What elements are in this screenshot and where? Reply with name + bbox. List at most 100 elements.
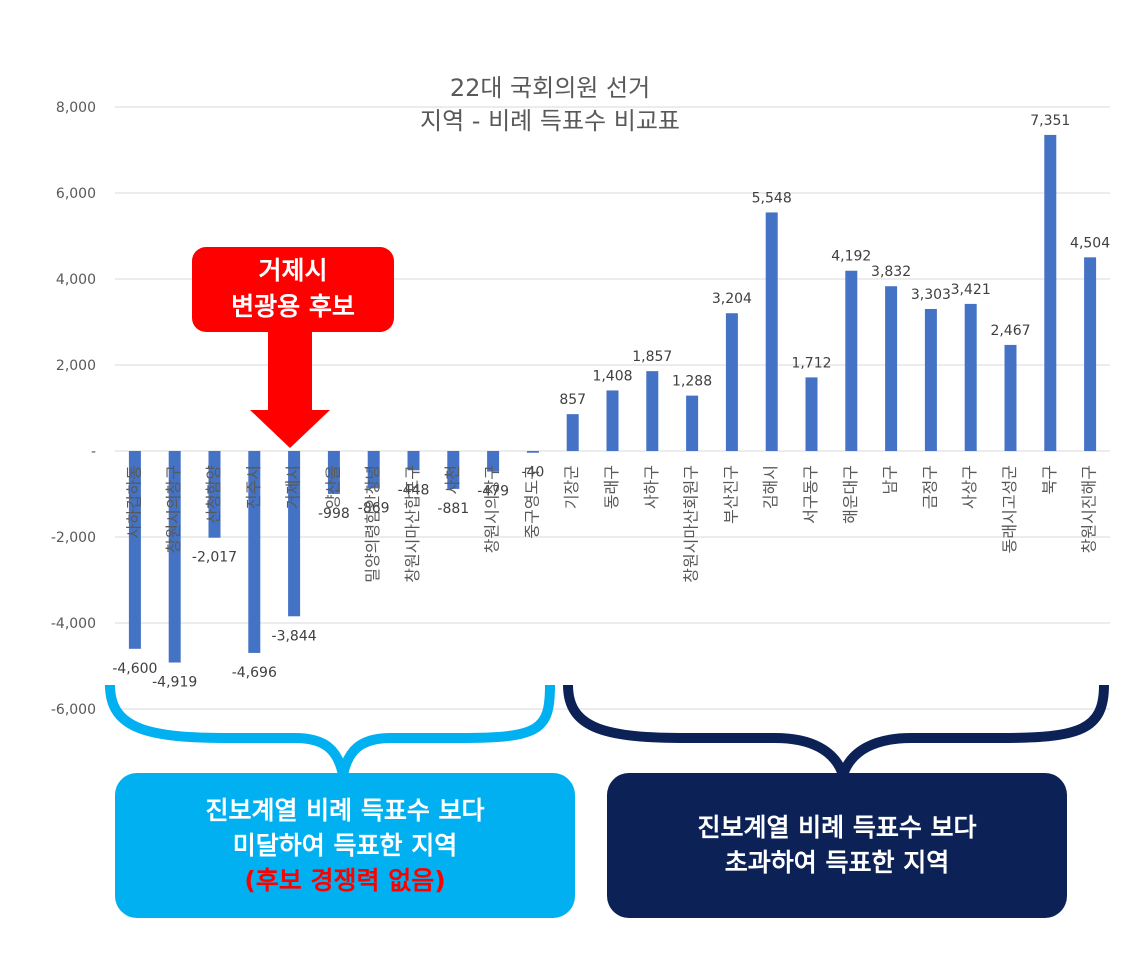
bar xyxy=(1004,344,1017,451)
y-tick-label: 2,000 xyxy=(56,358,96,374)
value-label: -881 xyxy=(437,501,469,517)
value-label: 2,467 xyxy=(990,323,1030,339)
value-label: 3,421 xyxy=(951,282,991,298)
value-label: -4,919 xyxy=(152,675,197,691)
bar xyxy=(526,451,539,453)
bar xyxy=(606,390,619,451)
left-brace xyxy=(105,684,555,777)
chart-subtitle: 지역 - 비례 득표수 비교표 xyxy=(420,107,680,135)
value-label: 3,303 xyxy=(911,287,951,303)
value-label: 3,832 xyxy=(871,264,911,280)
category-label: 거제시 xyxy=(284,465,303,509)
left-box-line3: (후보 경쟁력 없음) xyxy=(244,866,446,895)
category-label: 창원시마산합포구 xyxy=(403,465,422,583)
value-label: -479 xyxy=(477,484,509,500)
value-label: 1,408 xyxy=(592,368,632,384)
category-labels: 사하갑하동 창원시의창구 산청함양 진주시 거제시 양산을 밀양의령함안창녕 창원시마산합포구… xyxy=(124,465,1098,583)
category-label: 부산진구 xyxy=(721,465,740,524)
bar xyxy=(964,303,977,451)
category-label: 해운대구 xyxy=(841,465,860,524)
category-label: 사하갑하동 xyxy=(124,465,143,539)
bar xyxy=(725,313,738,451)
left-box-line1: 진보계열 비례 득표수 보다 xyxy=(205,796,485,825)
category-label: 사천 xyxy=(443,465,462,494)
y-axis-tick-labels: 8,000 6,000 4,000 2,000 - -2,000 -4,000 -6,000 xyxy=(51,100,96,718)
category-label: 창원시진해구 xyxy=(1080,465,1099,553)
value-label: -40 xyxy=(521,465,544,481)
y-tick-label: -2,000 xyxy=(51,530,96,546)
bar xyxy=(566,414,579,451)
right-box-line2: 초과하여 득표한 지역 xyxy=(724,848,950,877)
value-label: 1,712 xyxy=(791,355,831,371)
bar xyxy=(407,451,420,471)
category-label: 창원시의창구 xyxy=(483,465,502,553)
y-tick-label: -4,000 xyxy=(51,616,96,632)
chart-title: 22대 국회의원 선거 xyxy=(449,74,651,102)
bar xyxy=(805,377,818,451)
down-arrow-icon xyxy=(250,330,330,448)
value-label: -998 xyxy=(318,506,350,522)
category-label: 중구영도구 xyxy=(522,465,541,539)
category-label: 진주시 xyxy=(244,465,263,509)
value-label: 857 xyxy=(559,392,586,408)
right-summary-box: 진보계열 비례 득표수 보다 초과하여 득표한 지역 xyxy=(607,773,1067,918)
bar xyxy=(327,451,340,494)
y-tick-label: 6,000 xyxy=(56,186,96,202)
left-summary-box: 진보계열 비례 득표수 보다 미달하여 득표한 지역 (후보 경쟁력 없음) xyxy=(115,773,575,918)
category-label: 창원시의창구 xyxy=(164,465,183,553)
category-label: 북구 xyxy=(1040,465,1059,494)
value-label: 5,548 xyxy=(752,190,792,206)
bar xyxy=(367,451,380,489)
category-label: 창원시마산회원구 xyxy=(682,465,701,583)
y-tick-label: 8,000 xyxy=(56,100,96,116)
bar xyxy=(885,286,898,451)
bar xyxy=(288,451,301,617)
value-label: -4,696 xyxy=(232,665,277,681)
category-label: 산청함양 xyxy=(204,465,223,524)
category-label: 동래시고성군 xyxy=(1000,465,1019,553)
category-label: 사상구 xyxy=(960,465,979,509)
value-labels: -4,600-4,919 -2,017 -4,696 -3,844 -998 -869 -4… xyxy=(112,113,1110,691)
value-label: -448 xyxy=(398,482,430,498)
callout-line1: 거제시 xyxy=(258,256,328,285)
category-label: 서구동구 xyxy=(801,465,820,524)
value-label: -869 xyxy=(358,500,390,516)
category-label: 남구 xyxy=(881,465,900,494)
y-tick-label: - xyxy=(91,444,96,460)
bar xyxy=(845,270,858,451)
category-label: 사하구 xyxy=(642,465,661,509)
bar xyxy=(208,451,221,538)
left-box-line2: 미달하여 득표한 지역 xyxy=(232,831,458,860)
category-label: 금정구 xyxy=(920,465,939,509)
value-label: 4,504 xyxy=(1070,235,1110,251)
y-tick-label: -6,000 xyxy=(51,702,96,718)
bar xyxy=(686,395,699,451)
bar xyxy=(1084,257,1097,451)
bar xyxy=(646,371,659,451)
bar xyxy=(924,308,937,451)
value-label: 7,351 xyxy=(1030,113,1070,129)
callout-box: 거제시 변광용 후보 xyxy=(192,247,394,332)
bar xyxy=(765,212,778,451)
right-brace xyxy=(563,684,1109,792)
category-label: 양산을 xyxy=(323,465,342,509)
bar xyxy=(447,451,460,489)
value-label: 3,204 xyxy=(712,291,752,307)
bar xyxy=(1044,134,1057,452)
category-label: 기장군 xyxy=(562,465,581,509)
category-label: 동래구 xyxy=(602,465,621,509)
category-label: 밀양의령함안창녕 xyxy=(363,465,382,583)
bar xyxy=(168,451,181,663)
value-label: 1,288 xyxy=(672,374,712,390)
bar xyxy=(487,451,500,472)
value-label: 4,192 xyxy=(831,249,871,265)
bar xyxy=(128,451,141,649)
value-label: 1,857 xyxy=(632,349,672,365)
value-label: -2,017 xyxy=(192,550,237,566)
value-label: -3,844 xyxy=(272,628,317,644)
bar xyxy=(248,451,261,653)
right-box-line1: 진보계열 비례 득표수 보다 xyxy=(697,813,977,842)
bars xyxy=(128,134,1097,663)
y-tick-label: 4,000 xyxy=(56,272,96,288)
value-label: -4,600 xyxy=(112,661,157,677)
